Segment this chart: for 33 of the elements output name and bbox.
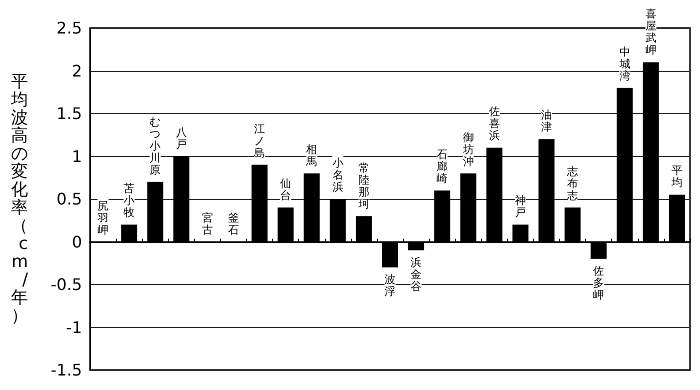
x-tick-label: 御坊沖 [462,130,474,168]
x-tick-label: 神戸 [514,194,526,220]
x-tick-label: 佐多岬 [593,264,604,302]
y-tick-label: 0 [72,232,82,252]
x-tick-label: 喜屋武岬 [645,8,656,57]
x-tick-label: 尻羽岬 [98,199,109,236]
x-tick-label: 浜金谷 [410,256,422,293]
x-tick-label: 相馬 [305,142,318,168]
y-tick-label: -1 [66,318,82,337]
y-tick-label: 2 [72,61,82,80]
x-tick-label: 宮古 [202,211,213,236]
x-tick-label: 石廊崎 [436,148,448,185]
x-tick-label: 波浮 [384,272,396,298]
y-tick-label: -1.5 [50,360,82,380]
x-tick-label: 江ノ島 [254,122,266,160]
x-tick-label: 仙台 [280,177,292,202]
text: 平均波高の変化率（cm/年） [11,72,28,326]
y-tick-label: 1 [72,146,82,166]
x-tick-label: 八戸 [176,126,187,151]
x-tick-label: 釜石 [228,211,239,236]
x-tick-label: むつ小川原 [150,115,161,176]
y-tick-label: 0.5 [56,190,82,208]
y-tick-label: 1.5 [56,104,82,123]
x-tick-label: 佐喜浜 [488,105,500,142]
x-tick-label: 苫小牧 [124,182,135,220]
y-tick-label: 2.5 [56,18,82,38]
x-tick-label: 中城湾 [618,45,630,82]
x-tick-label: 油津 [541,108,552,134]
x-tick-label: 志布志 [567,165,578,202]
x-tick-label: 常陸那珂 [358,162,370,211]
y-tick-label: -0.5 [50,275,82,294]
x-tick-label: 小名浜 [332,156,344,194]
x-tick-label: 平均 [670,164,682,190]
